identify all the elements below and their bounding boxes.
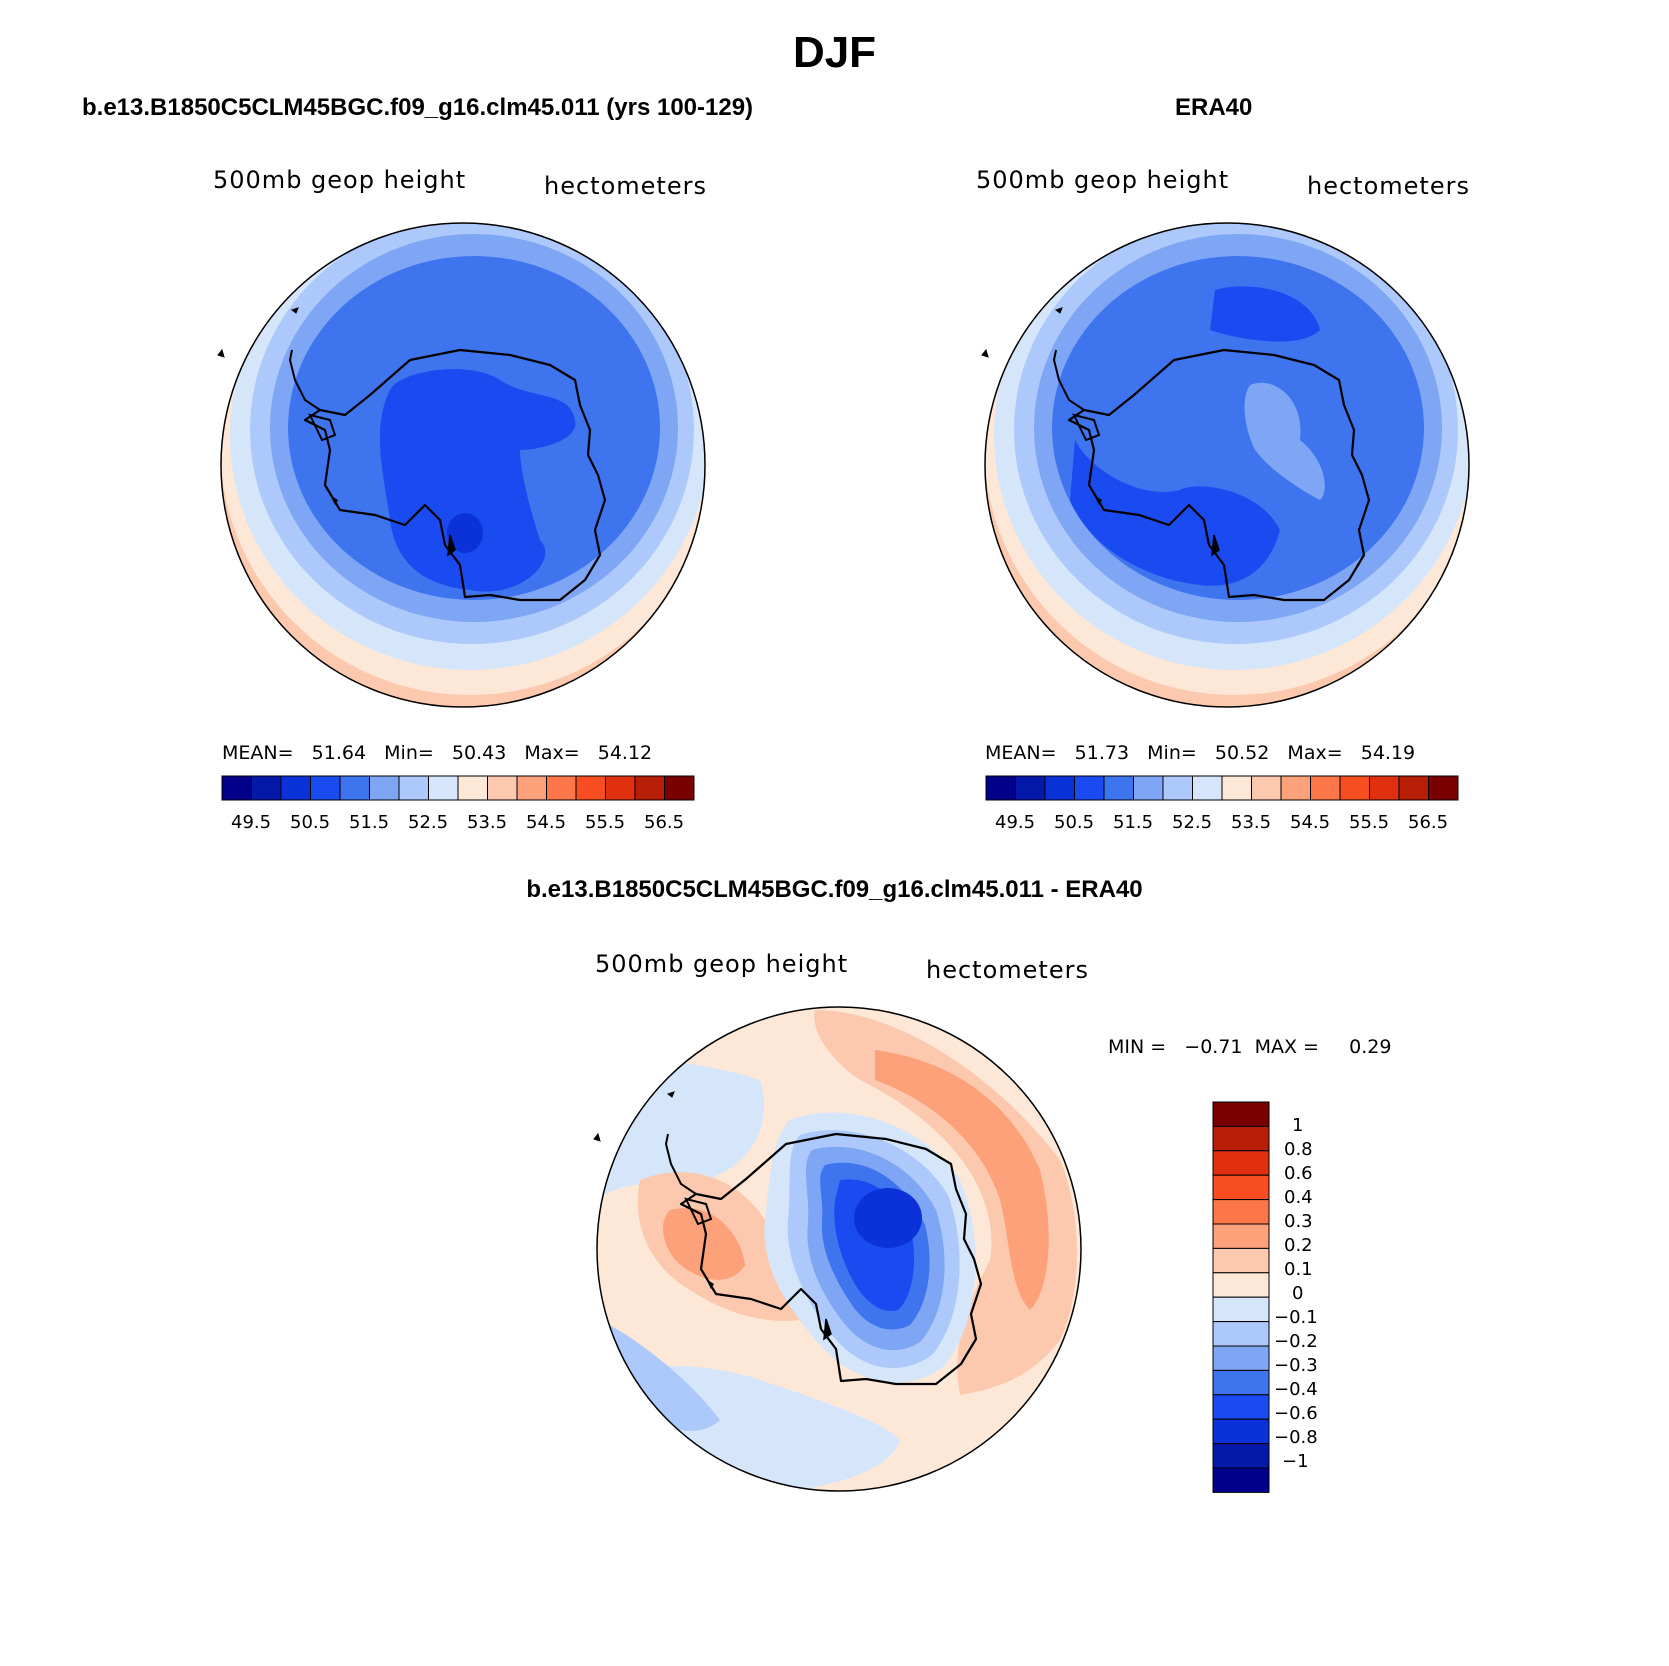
colorbar-2-label: 54.5	[1290, 812, 1331, 833]
colorbar-swatch	[634, 775, 665, 801]
colorbar-swatch	[1212, 1296, 1270, 1323]
panel-1-stats: MEAN= 51.64 Min= 50.43 Max= 54.12	[222, 742, 653, 764]
colorbar-swatch	[280, 775, 311, 801]
colorbar-swatch	[1212, 1174, 1270, 1201]
colorbar-3-label: −0.8	[1274, 1427, 1318, 1448]
colorbar-swatch	[1212, 1150, 1270, 1176]
colorbar-swatch	[487, 775, 518, 801]
colorbar-swatch	[1162, 775, 1193, 801]
colorbar-1-label: 53.5	[467, 812, 508, 833]
colorbar-swatch	[1280, 775, 1311, 801]
colorbar-swatch	[546, 775, 577, 801]
colorbar-3-label: −1	[1282, 1451, 1309, 1472]
colorbar-swatch	[398, 775, 429, 801]
colorbar-swatch	[1398, 775, 1429, 801]
colorbar-3-label: 0.4	[1284, 1187, 1313, 1208]
figure-title: DJF	[792, 28, 877, 77]
panel-1-variable-label: 500mb geop height	[213, 166, 467, 194]
colorbar-2-label: 53.5	[1231, 812, 1272, 833]
colorbar-1-label: 50.5	[290, 812, 331, 833]
colorbar-swatch	[1221, 775, 1252, 801]
colorbar-swatch	[516, 775, 547, 801]
colorbar-swatch	[1212, 1345, 1270, 1371]
panel-2-units-label: hectometers	[1307, 172, 1470, 200]
colorbar-swatch	[1212, 1321, 1270, 1347]
panel-1-units-label: hectometers	[544, 172, 707, 200]
panel-2-colorbar	[985, 775, 1459, 801]
colorbar-swatch	[1212, 1394, 1270, 1420]
colorbar-3-label: −0.1	[1274, 1307, 1318, 1328]
colorbar-1-label: 56.5	[644, 812, 685, 833]
colorbar-2-label: 56.5	[1408, 812, 1449, 833]
colorbar-swatch	[221, 775, 252, 801]
colorbar-swatch	[1133, 775, 1164, 801]
colorbar-1-label: 49.5	[231, 812, 272, 833]
colorbar-2-label: 49.5	[995, 812, 1036, 833]
colorbar-1-label: 52.5	[408, 812, 449, 833]
colorbar-2-label: 50.5	[1054, 812, 1095, 833]
colorbar-3-label: −0.2	[1274, 1331, 1318, 1352]
colorbar-swatch	[985, 775, 1016, 801]
colorbar-2-label: 55.5	[1349, 812, 1390, 833]
panel-3-map	[592, 1006, 1082, 1492]
colorbar-swatch	[1339, 775, 1370, 801]
colorbar-swatch	[369, 775, 400, 801]
colorbar-2-label: 52.5	[1172, 812, 1213, 833]
colorbar-swatch	[605, 775, 636, 801]
colorbar-3-label: 0	[1292, 1283, 1304, 1304]
colorbar-swatch	[1369, 775, 1400, 801]
colorbar-3-label: 1	[1292, 1115, 1304, 1136]
colorbar-3-label: −0.3	[1274, 1355, 1318, 1376]
panel-2-stats: MEAN= 51.73 Min= 50.52 Max= 54.19	[985, 742, 1416, 764]
colorbar-1-label: 51.5	[349, 812, 390, 833]
colorbar-swatch	[1212, 1443, 1270, 1469]
colorbar-3-label: 0.3	[1284, 1211, 1313, 1232]
panel-1-map	[216, 222, 706, 708]
panel-1-colorbar	[221, 775, 695, 801]
colorbar-3-label: 0.6	[1284, 1163, 1313, 1184]
colorbar-swatch	[1015, 775, 1046, 801]
colorbar-3-label: −0.6	[1274, 1403, 1318, 1424]
colorbar-swatch	[339, 775, 370, 801]
colorbar-swatch	[1212, 1418, 1270, 1445]
panel-3-colorbar	[1212, 1101, 1270, 1493]
colorbar-1-label: 54.5	[526, 812, 567, 833]
colorbar-3-label: 0.1	[1284, 1259, 1313, 1280]
panel-2-title: ERA40	[1175, 94, 1253, 121]
colorbar-swatch	[664, 775, 695, 801]
colorbar-swatch	[428, 775, 459, 801]
colorbar-swatch	[457, 775, 488, 801]
colorbar-swatch	[1212, 1223, 1270, 1249]
colorbar-swatch	[1074, 775, 1105, 801]
colorbar-swatch	[1428, 775, 1459, 801]
colorbar-swatch	[1212, 1125, 1270, 1152]
panel-3-variable-label: 500mb geop height	[595, 950, 849, 978]
colorbar-swatch	[1212, 1369, 1270, 1396]
colorbar-swatch	[1310, 775, 1341, 801]
panel-3-stats: MIN = −0.71 MAX = 0.29	[1108, 1036, 1392, 1058]
panel-2-variable-label: 500mb geop height	[976, 166, 1230, 194]
colorbar-swatch	[1103, 775, 1134, 801]
colorbar-swatch	[575, 775, 606, 801]
colorbar-swatch	[1212, 1467, 1270, 1493]
colorbar-swatch	[310, 775, 341, 801]
colorbar-swatch	[1192, 775, 1223, 801]
colorbar-swatch	[1212, 1247, 1270, 1274]
colorbar-swatch	[1212, 1199, 1270, 1225]
panel-3-title: b.e13.B1850C5CLM45BGC.f09_g16.clm45.011 …	[526, 876, 1143, 903]
colorbar-1-label: 55.5	[585, 812, 626, 833]
panel-1-title: b.e13.B1850C5CLM45BGC.f09_g16.clm45.011 …	[82, 94, 754, 121]
colorbar-swatch	[1212, 1101, 1270, 1127]
colorbar-swatch	[1044, 775, 1075, 801]
colorbar-swatch	[1251, 775, 1282, 801]
colorbar-3-label: 0.8	[1284, 1139, 1313, 1160]
colorbar-2-label: 51.5	[1113, 812, 1154, 833]
colorbar-swatch	[251, 775, 282, 801]
panel-2-map	[980, 222, 1470, 708]
colorbar-3-label: 0.2	[1284, 1235, 1313, 1256]
colorbar-3-label: −0.4	[1274, 1379, 1318, 1400]
panel-3-units-label: hectometers	[926, 956, 1089, 984]
colorbar-swatch	[1212, 1272, 1270, 1298]
